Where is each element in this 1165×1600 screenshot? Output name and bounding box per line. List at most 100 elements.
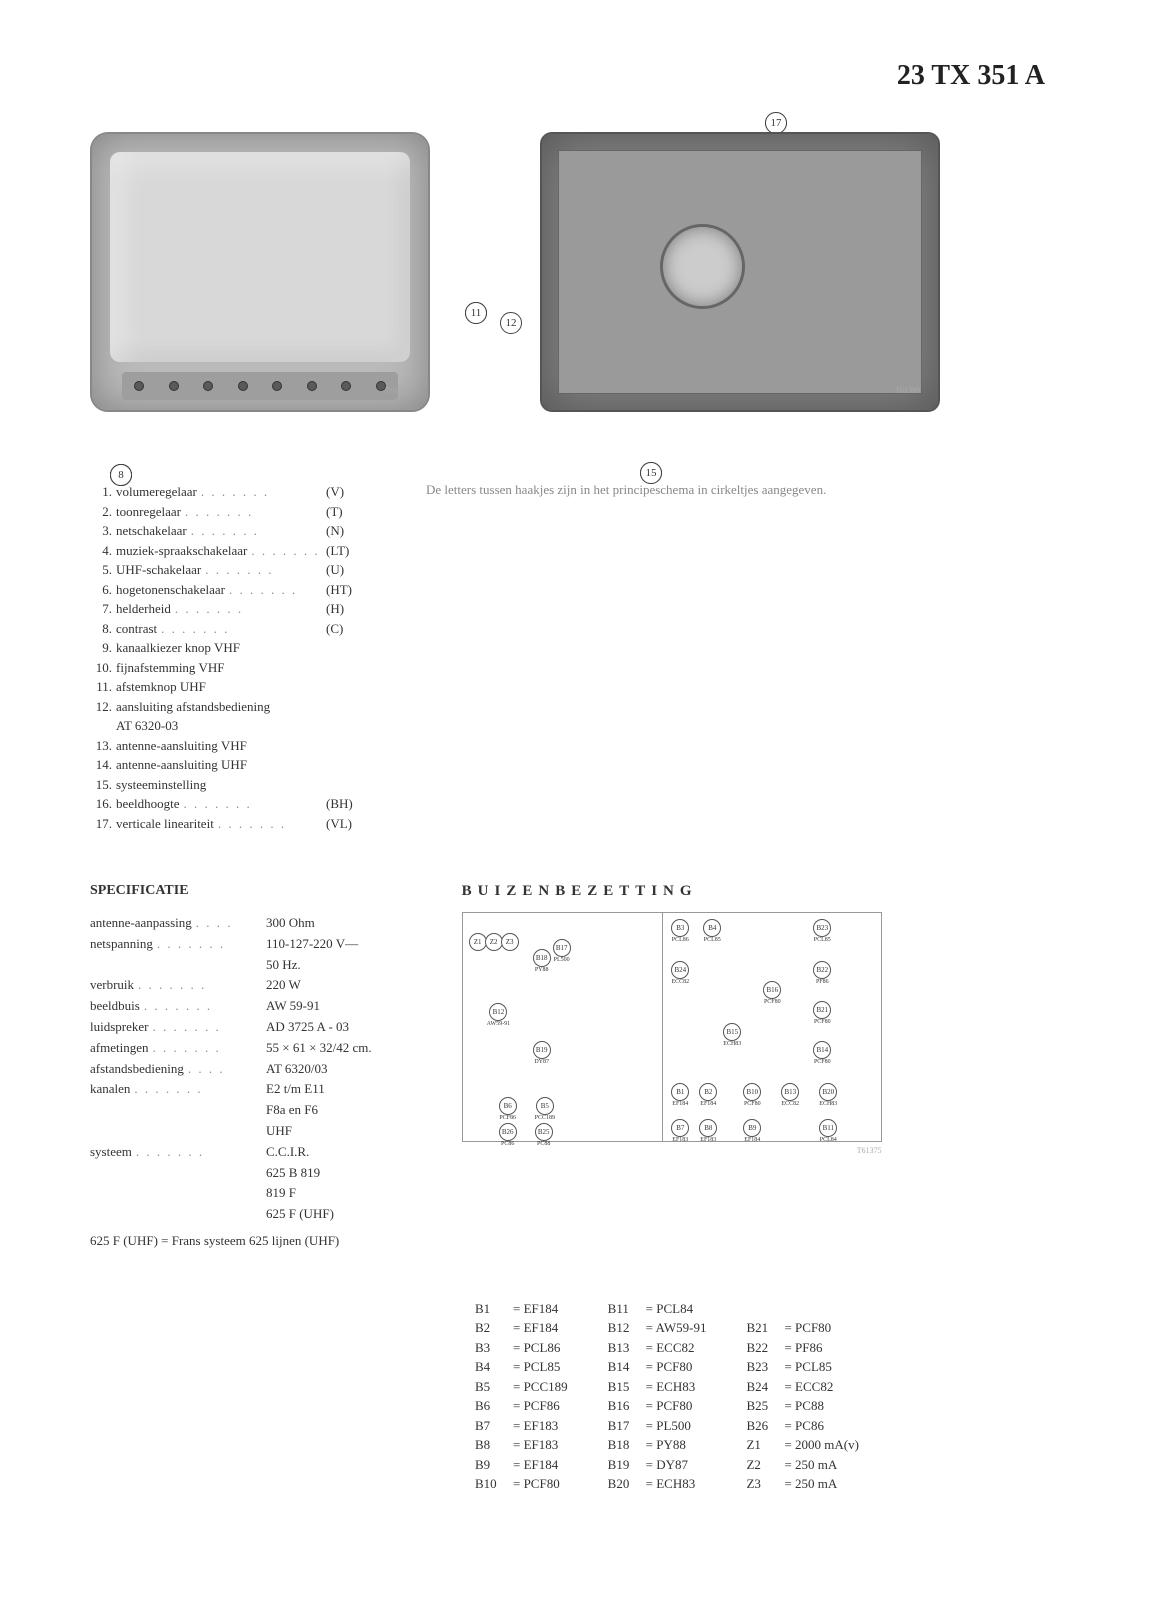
spec-title: SPECIFICATIE: [90, 883, 372, 899]
note-text: De letters tussen haakjes zijn in het pr…: [426, 482, 826, 833]
tube-key: B8: [475, 1435, 513, 1455]
tube-key: B5: [475, 1377, 513, 1397]
tube-row: B13= ECC82: [608, 1338, 707, 1358]
tube-key: B13: [608, 1338, 646, 1358]
tube-key: B11: [608, 1299, 646, 1319]
tube-row: B10= PCF80: [475, 1474, 568, 1494]
control-num: 8.: [90, 619, 116, 639]
tube-key: B10: [475, 1474, 513, 1494]
tube-row: B20= ECH83: [608, 1474, 707, 1494]
spec-row: 625 F (UHF): [90, 1204, 372, 1225]
control-label: volumeregelaar: [116, 482, 326, 502]
control-label: helderheid: [116, 599, 326, 619]
spec-val: AW 59-91: [266, 996, 320, 1017]
spec-val: 50 Hz.: [266, 955, 301, 976]
knob: [238, 381, 248, 391]
control-code: [326, 697, 366, 717]
control-code: [326, 677, 366, 697]
spec-key: [90, 955, 266, 976]
page-title: 23 TX 351 A: [90, 60, 1075, 92]
control-num: 2.: [90, 502, 116, 522]
tube-key: B14: [608, 1357, 646, 1377]
tube-B20: B20ECH83: [819, 1083, 837, 1107]
tube-key: Z2: [746, 1455, 784, 1475]
knob: [134, 381, 144, 391]
tube-row: B7= EF183: [475, 1416, 568, 1436]
tube-row: B9= EF184: [475, 1455, 568, 1475]
control-code: (H): [326, 599, 366, 619]
spec-val: AD 3725 A - 03: [266, 1017, 349, 1038]
control-code: [326, 638, 366, 658]
tube-key: B23: [746, 1357, 784, 1377]
front-image-id: T61376: [385, 386, 410, 395]
spec-row: 625 B 819: [90, 1163, 372, 1184]
tube-B22: B22PF86: [813, 961, 831, 985]
spec-val: 110-127-220 V—: [266, 934, 358, 955]
buizen-title: BUIZENBEZETTING: [462, 883, 882, 900]
tube-val: = PCL85: [513, 1359, 560, 1374]
spec-val: E2 t/m E11: [266, 1079, 325, 1100]
control-label: toonregelaar: [116, 502, 326, 522]
tube-B21: B21PCF80: [813, 1001, 831, 1025]
control-label: antenne-aansluiting UHF: [116, 755, 326, 775]
control-row: 16.beeldhoogte(BH): [90, 794, 366, 814]
tube-B15: B15ECH83: [723, 1023, 741, 1047]
tube-row: B18= PY88: [608, 1435, 707, 1455]
control-label: netschakelaar: [116, 521, 326, 541]
spec-key: systeem: [90, 1142, 266, 1163]
tube-val: = EF183: [513, 1418, 558, 1433]
control-code: (BH): [326, 794, 366, 814]
tubes-col-1: B1= EF184B2= EF184B3= PCL86B4= PCL85B5= …: [475, 1299, 568, 1494]
control-label: verticale lineariteit: [116, 814, 326, 834]
images-row: T61376 12345678 91011 1617 12 T61393 131…: [90, 132, 1075, 442]
tube-row: B8= EF183: [475, 1435, 568, 1455]
layout-right: B3PCL86B4PCL85B23PCL85B24ECC82B22PF86B16…: [663, 913, 880, 1141]
spec-section: SPECIFICATIE antenne-aanpassing300 Ohmne…: [90, 883, 1075, 1249]
tube-key: B12: [608, 1318, 646, 1338]
tube-key: B26: [746, 1416, 784, 1436]
control-row: 6.hogetonenschakelaar(HT): [90, 580, 366, 600]
control-row: 15.systeeminstelling: [90, 775, 366, 795]
buizen-block: BUIZENBEZETTING Z1Z2Z3B17PL500B18PY88B12…: [462, 883, 882, 1249]
control-code: (U): [326, 560, 366, 580]
spec-val: C.C.I.R.: [266, 1142, 309, 1163]
control-label: fijnafstemming VHF: [116, 658, 326, 678]
tube-row: B6= PCF86: [475, 1396, 568, 1416]
control-label: afstemknop UHF: [116, 677, 326, 697]
control-row: 4.muziek-spraakschakelaar(LT): [90, 541, 366, 561]
tube-val: = EF183: [513, 1437, 558, 1452]
tube-row: Z1= 2000 mA(v): [746, 1435, 859, 1455]
spec-key: beeldbuis: [90, 996, 266, 1017]
control-code: [326, 775, 366, 795]
control-row: 10.fijnafstemming VHF: [90, 658, 366, 678]
tube-key: B7: [475, 1416, 513, 1436]
control-code: [326, 755, 366, 775]
pcb: [558, 150, 922, 394]
tube-row: B19= DY87: [608, 1455, 707, 1475]
control-code: [326, 736, 366, 756]
spec-row: verbruik220 W: [90, 975, 372, 996]
spec-val: UHF: [266, 1121, 292, 1142]
tube-val: = EF184: [513, 1320, 558, 1335]
tube-B1: B1EF184: [671, 1083, 689, 1107]
control-num: 5.: [90, 560, 116, 580]
spec-row: netspanning110-127-220 V—: [90, 934, 372, 955]
tube-key: B6: [475, 1396, 513, 1416]
callout-15: 15: [640, 462, 662, 484]
tube-B19: B19DY87: [533, 1041, 551, 1065]
spec-val: 220 W: [266, 975, 301, 996]
tube-B4: B4PCL85: [703, 919, 721, 943]
control-row: 14.antenne-aansluiting UHF: [90, 755, 366, 775]
tube-row: B23= PCL85: [746, 1357, 859, 1377]
tube-val: = PCF80: [784, 1320, 831, 1335]
tube-key: B25: [746, 1396, 784, 1416]
tube-val: = PCL86: [513, 1340, 560, 1355]
control-num: 9.: [90, 638, 116, 658]
control-num: 1.: [90, 482, 116, 502]
spec-row: F8a en F6: [90, 1100, 372, 1121]
control-row: 1.volumeregelaar(V): [90, 482, 366, 502]
knob: [272, 381, 282, 391]
tube-B26: B26PC86: [499, 1123, 517, 1147]
control-code: (N): [326, 521, 366, 541]
tube-row: B15= ECH83: [608, 1377, 707, 1397]
